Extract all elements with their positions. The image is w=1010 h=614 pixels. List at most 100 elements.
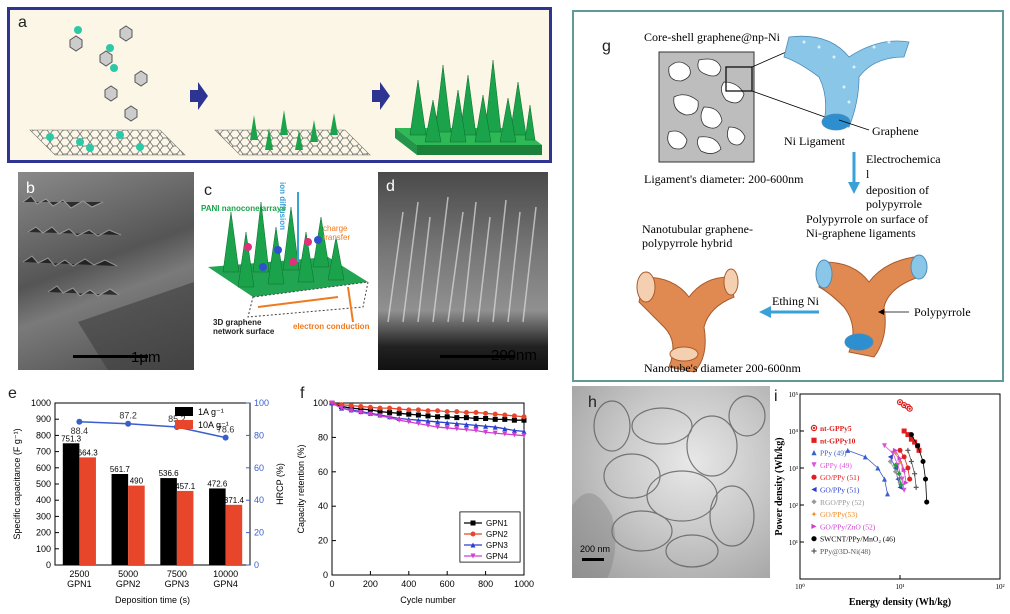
bar-value-label-e: 490: [130, 477, 144, 486]
legend-marker-f: [470, 553, 476, 559]
legend-label-f: GPN4: [486, 552, 508, 561]
series-point-f: [377, 405, 383, 411]
g-ligament-diameter: Ligament's diameter: 200-600nm: [644, 172, 804, 186]
bar-e: [176, 490, 194, 565]
g-ni-ligament: Ni Ligament: [784, 134, 845, 148]
series-point-i: [897, 480, 903, 486]
bar-e: [209, 488, 226, 565]
hrcp-point-e: [222, 434, 229, 441]
scale-bar-d: [440, 355, 515, 358]
x-tick-label-e: GPN4: [213, 579, 238, 589]
series-point-f: [425, 418, 431, 424]
series-point-i: [920, 458, 926, 464]
y-axis-label-e: Specific capacitance (F g⁻¹): [12, 428, 22, 539]
legend-label-i: PPy (49): [820, 449, 847, 458]
y2-axis-label-e: HRCP (%): [275, 463, 285, 505]
y-tick-label-i: 10⁵: [789, 391, 799, 399]
series-point-f: [521, 428, 527, 434]
x-axis-label-e: Deposition time (s): [115, 595, 190, 605]
hrcp-point-e: [125, 420, 132, 427]
series-point-i: [887, 458, 893, 464]
bar-e: [111, 474, 129, 565]
g-electrochem-1: Electrochemica: [866, 152, 941, 166]
series-point-i: [885, 491, 891, 497]
series-point-f: [444, 414, 450, 420]
series-point-f: [463, 422, 469, 427]
bar-e: [128, 485, 145, 565]
y-tick-label-i: 10⁴: [789, 428, 799, 436]
legend-marker-i: [812, 426, 816, 430]
series-point-f: [367, 411, 373, 417]
series-point-f: [502, 431, 508, 437]
series-point-f: [387, 409, 393, 415]
y-tick-label-e: 600: [36, 463, 51, 473]
series-point-f: [521, 433, 527, 439]
x-tick-label-f: 800: [478, 579, 493, 589]
series-point-f: [348, 403, 354, 409]
series-point-f: [502, 412, 508, 418]
y2-tick-label-e: 100: [254, 398, 269, 408]
series-point-i: [892, 469, 898, 475]
series-point-f: [358, 409, 364, 415]
x-tick-label-f: 600: [440, 579, 455, 589]
scale-bar-b: [73, 355, 148, 358]
series-point-f: [396, 417, 402, 423]
series-point-f: [511, 413, 517, 419]
series-point-i: [908, 436, 914, 442]
panel-label-h: h: [588, 394, 597, 411]
g-hybrid-2: polypyrrole hybrid: [642, 236, 733, 250]
series-point-f: [454, 409, 460, 415]
panel-b-sem-image: b 1μm: [18, 172, 194, 370]
y2-tick-label-e: 20: [254, 528, 264, 538]
series-point-i: [901, 428, 907, 434]
series-point-f: [521, 417, 527, 423]
arrow-1: [190, 82, 208, 110]
series-point-f: [348, 408, 354, 414]
series-point-f: [387, 415, 393, 421]
series-point-i: [892, 450, 898, 456]
legend-marker-f: [470, 531, 476, 537]
legend-marker-i: [811, 462, 817, 468]
series-point-f: [454, 415, 460, 421]
y-tick-label-i: 10¹: [789, 539, 798, 547]
legend-marker-i: [811, 523, 817, 529]
arrow-2: [372, 82, 390, 110]
series-point-f: [454, 426, 460, 432]
series-point-f: [444, 409, 450, 415]
x-tick-label-e: 5000: [118, 569, 138, 579]
series-point-f: [454, 421, 460, 427]
y-tick-label-f: 0: [323, 570, 328, 580]
series-point-f: [377, 413, 383, 419]
series-point-f: [406, 419, 412, 425]
series-point-f: [444, 425, 450, 431]
hrcp-point-e: [76, 418, 83, 425]
series-point-f: [415, 407, 421, 413]
y-tick-label-e: 200: [36, 528, 51, 538]
series-point-i: [905, 432, 911, 438]
x-tick-label-e: GPN3: [165, 579, 190, 589]
series-point-f: [463, 409, 469, 415]
legend-label-i: SWCNT/PPy/MnO₂ (46): [820, 535, 896, 544]
series-point-i: [901, 467, 907, 473]
y2-tick-label-e: 60: [254, 463, 264, 473]
series-point-i: [924, 499, 930, 505]
g-electrochem-4: polypyrrole: [866, 197, 922, 211]
series-point-i: [912, 439, 918, 445]
series-point-f: [425, 413, 431, 419]
bar-value-label-e: 472.6: [207, 479, 228, 488]
bar-value-label-e: 371.4: [224, 496, 245, 505]
legend-label-e: 1A g⁻¹: [198, 407, 224, 417]
legend-marker-i: [811, 450, 817, 456]
graphene-sheet-1: [29, 129, 186, 156]
y-tick-label-i: 10²: [789, 502, 798, 510]
series-point-i: [908, 432, 914, 438]
graphene-sheet-2: [214, 129, 371, 156]
series-point-f: [425, 408, 431, 414]
series-point-f: [492, 424, 498, 430]
series-point-f: [435, 414, 441, 420]
y2-tick-label-e: 80: [254, 430, 264, 440]
legend-marker-i: [811, 486, 817, 493]
panel-e-chart: e 0 100 200 300 400 500 600 700 800 900 1000 0 20 40 6…: [0, 385, 292, 610]
label-pani-nanocone: PANI nanocone arrays: [201, 204, 286, 213]
x-tick-label-e: 7500: [167, 569, 187, 579]
